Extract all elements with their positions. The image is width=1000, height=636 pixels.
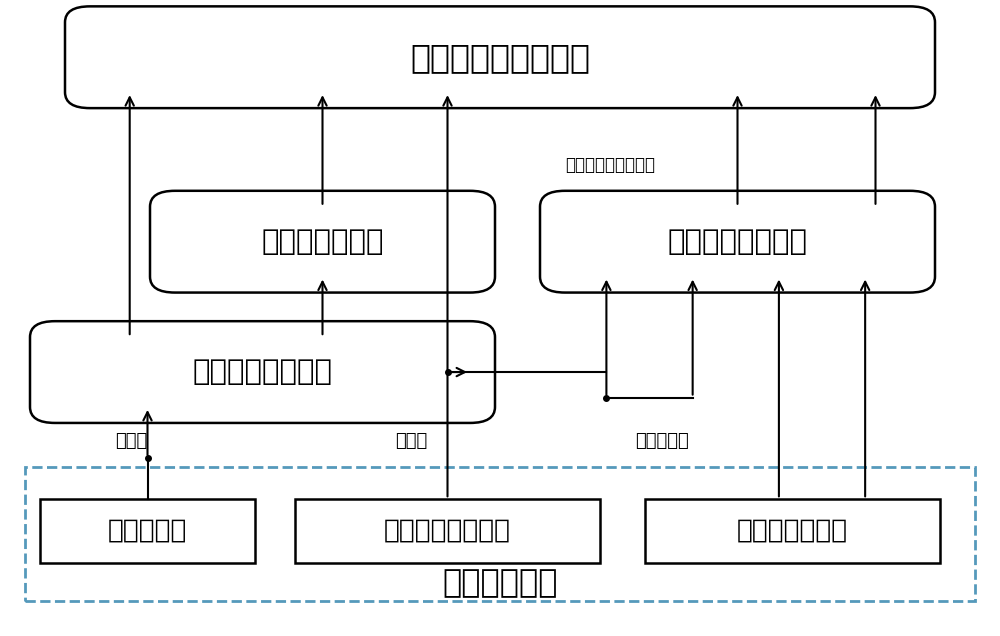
Text: 脚体方位估计算法: 脚体方位估计算法 [667,228,807,256]
FancyBboxPatch shape [150,191,495,293]
Text: 三轴加速度传感器: 三轴加速度传感器 [384,518,511,544]
FancyBboxPatch shape [30,321,495,423]
Text: 加速度: 加速度 [395,432,427,450]
Text: 角速度: 角速度 [115,432,147,450]
Text: 惯性测量单元: 惯性测量单元 [442,568,558,599]
Text: 步伐阶段检测算法: 步伐阶段检测算法 [192,358,332,386]
FancyBboxPatch shape [295,499,600,563]
Text: 扩展卡尔曼滤波算法: 扩展卡尔曼滤波算法 [410,41,590,74]
Text: 磁力测量值: 磁力测量值 [635,432,689,450]
FancyBboxPatch shape [645,499,940,563]
Text: 三轴陀螺仪: 三轴陀螺仪 [108,518,187,544]
Text: 零速度更新算法: 零速度更新算法 [261,228,384,256]
Text: 三轴磁力传感器: 三轴磁力传感器 [737,518,848,544]
FancyBboxPatch shape [40,499,255,563]
FancyBboxPatch shape [25,467,975,601]
FancyBboxPatch shape [540,191,935,293]
FancyBboxPatch shape [65,6,935,108]
Text: 估计出的四元数方位: 估计出的四元数方位 [565,156,655,174]
